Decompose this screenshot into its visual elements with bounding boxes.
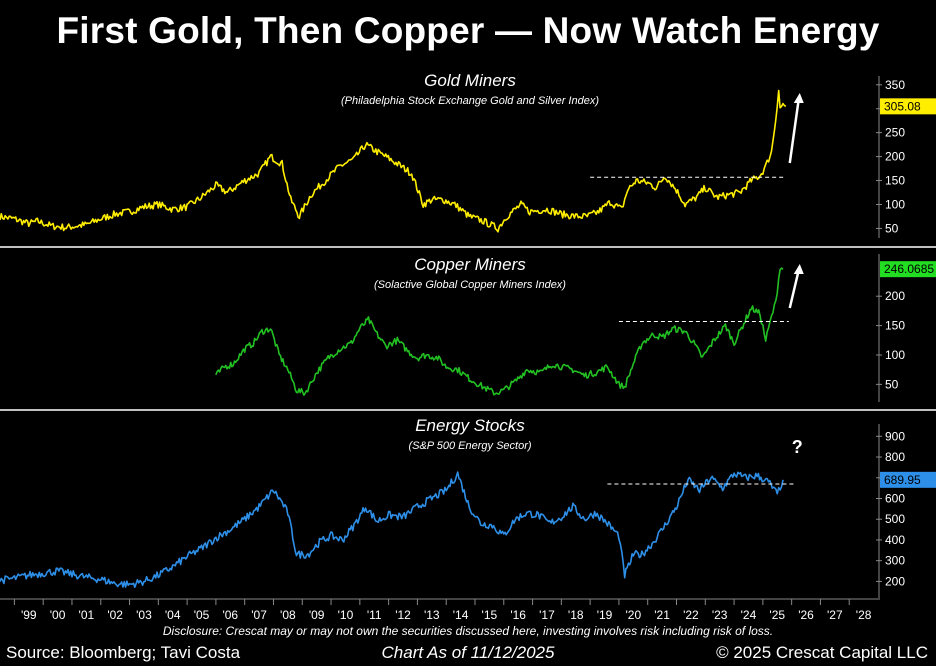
copper-miners-title: Copper Miners	[414, 255, 526, 274]
x-tick-label: '23	[712, 608, 728, 622]
copper-miners-panel: 50 100 150 200 Copper Miners (Solactive Globa…	[0, 254, 936, 411]
y-tick-label: 200	[885, 150, 905, 164]
question-mark-annotation: ?	[792, 437, 803, 457]
y-tick-label: 200	[885, 574, 905, 588]
x-tick-label: '04	[165, 608, 181, 622]
x-tick-label: '05	[194, 608, 210, 622]
gold-miners-last-value-box	[880, 98, 936, 115]
y-tick-label: 400	[885, 533, 905, 547]
energy-stocks-title: Energy Stocks	[415, 416, 525, 435]
energy-stocks-panel: 200300400500600700800900Energy Stocks(S&…	[0, 416, 936, 598]
x-tick-label: '27	[827, 608, 843, 622]
copper-miners-series-line	[215, 267, 784, 396]
x-axis: '99 '00 '01 '02 '03 '04 '05 '06 '07 '08 '09 '10 '11 '…	[0, 598, 880, 622]
x-tick-label: '14	[453, 608, 469, 622]
gold-miners-subtitle: (Philadelphia Stock Exchange Gold and Si…	[341, 95, 599, 107]
copyright-text: © 2025 Crescat Capital LLC	[716, 643, 928, 662]
x-tick-label: '18	[568, 608, 584, 622]
x-tick-label: '17	[539, 608, 555, 622]
x-tick-label: '15	[482, 608, 498, 622]
y-tick-label: 100	[885, 197, 905, 211]
y-tick-label: 300	[885, 554, 905, 568]
x-tick-label: '28	[856, 608, 872, 622]
y-tick-label: 50	[885, 377, 899, 391]
source-text: Source: Bloomberg; Tavi Costa	[6, 643, 241, 662]
x-tick-label: '25	[769, 608, 785, 622]
x-tick-label: '12	[395, 608, 411, 622]
y-tick-label: 100	[885, 348, 905, 362]
up-arrow-icon	[788, 93, 804, 164]
x-tick-label: '19	[597, 608, 613, 622]
x-tick-label: '06	[222, 608, 238, 622]
x-tick-label: '99	[21, 608, 37, 622]
gold-miners-panel: 50100150200250300350Gold Miners(Philadel…	[0, 71, 936, 248]
gold-miners-last-value: 305.08	[884, 99, 921, 113]
x-tick-label: '08	[280, 608, 296, 622]
y-tick-label: 900	[885, 429, 905, 443]
x-tick-label: '03	[136, 608, 152, 622]
y-tick-label: 600	[885, 491, 905, 505]
energy-stocks-subtitle: (S&P 500 Energy Sector)	[408, 440, 531, 452]
copper-miners-subtitle: (Solactive Global Copper Miners Index)	[374, 279, 566, 291]
x-tick-label: '07	[251, 608, 267, 622]
y-tick-label: 50	[885, 221, 899, 235]
x-tick-label: '20	[625, 608, 641, 622]
x-tick-label: '00	[50, 608, 66, 622]
y-tick-label: 250	[885, 126, 905, 140]
y-tick-label: 200	[885, 289, 905, 303]
x-tick-label: '21	[654, 608, 670, 622]
x-tick-label: '09	[309, 608, 325, 622]
up-arrow-icon	[788, 264, 804, 309]
energy-stocks-last-value-box	[880, 471, 936, 488]
page-title: First Gold, Then Copper — Now Watch Ener…	[56, 10, 880, 51]
chart-date: Chart As of 11/12/2025	[381, 643, 555, 662]
x-tick-label: '16	[510, 608, 526, 622]
x-tick-label: '02	[107, 608, 123, 622]
energy-stocks-series-line	[0, 471, 784, 588]
copper-miners-last-value: 246.0685	[884, 262, 934, 276]
x-tick-label: '22	[683, 608, 699, 622]
gold-miners-series-line	[0, 89, 787, 233]
y-tick-label: 500	[885, 512, 905, 526]
y-tick-label: 150	[885, 319, 905, 333]
x-tick-label: '13	[424, 608, 440, 622]
y-tick-label: 150	[885, 174, 905, 188]
energy-stocks-last-value: 689.95	[884, 473, 921, 487]
x-tick-label: '10	[338, 608, 354, 622]
y-tick-label: 800	[885, 450, 905, 464]
x-tick-label: '01	[79, 608, 95, 622]
x-tick-label: '11	[367, 608, 382, 622]
disclosure-text: Disclosure: Crescat may or may not own t…	[162, 624, 774, 638]
x-tick-label: '26	[798, 608, 814, 622]
x-tick-label: '24	[741, 608, 757, 622]
y-tick-label: 350	[885, 78, 905, 92]
gold-miners-title: Gold Miners	[424, 71, 516, 90]
copper-miners-last-value-box	[880, 261, 936, 278]
